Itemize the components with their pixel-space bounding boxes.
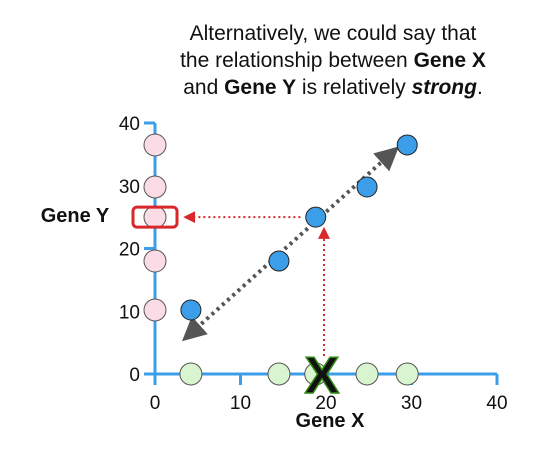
x-tick-label: 10 [230,393,251,414]
x-tick-label: 30 [401,393,422,414]
y-tick-label: 10 [119,302,140,323]
data-points [180,134,418,321]
trend-arrow [181,146,400,342]
x-projection-point [304,362,328,386]
y-tick-label: 20 [119,240,140,261]
trend-arrow-line [181,146,400,342]
caption-line-1: Alternatively, we could say that [190,22,477,45]
x-axis-projection-points [179,362,419,386]
y-tick-label: 40 [119,114,140,135]
data-point [396,134,418,156]
y-highlight-box [131,205,179,229]
tick-labels: 0 10 20 30 40 0 10 20 30 40 [119,114,508,414]
data-point [305,206,327,228]
x-axis-title: Gene X [296,410,366,432]
y-tick-label: 30 [119,177,140,198]
annotations: X [131,205,340,406]
x-tick-label: 20 [315,393,336,414]
y-projection-point [143,175,167,199]
x-marker: X [305,347,340,405]
caption-line-3: and Gene Y is relatively strong. [183,76,483,99]
x-tick-label: 40 [486,393,507,414]
x-tick-label: 0 [150,393,161,414]
data-point [180,299,202,321]
x-projection-point [179,362,203,386]
x-projection-point [355,362,379,386]
caption-line-2: the relationship between Gene X [180,49,486,72]
y-axis-title: Gene Y [41,205,110,227]
axes [144,121,499,385]
y-axis-projection-points [143,133,167,322]
y-tick-label: 0 [129,365,140,386]
x-projection-point [395,362,419,386]
data-point [356,176,378,198]
x-projection-point [267,362,291,386]
y-projection-point [143,205,167,229]
y-projection-point [143,249,167,273]
data-point [268,250,290,272]
y-projection-point [143,298,167,322]
y-projection-point [143,133,167,157]
